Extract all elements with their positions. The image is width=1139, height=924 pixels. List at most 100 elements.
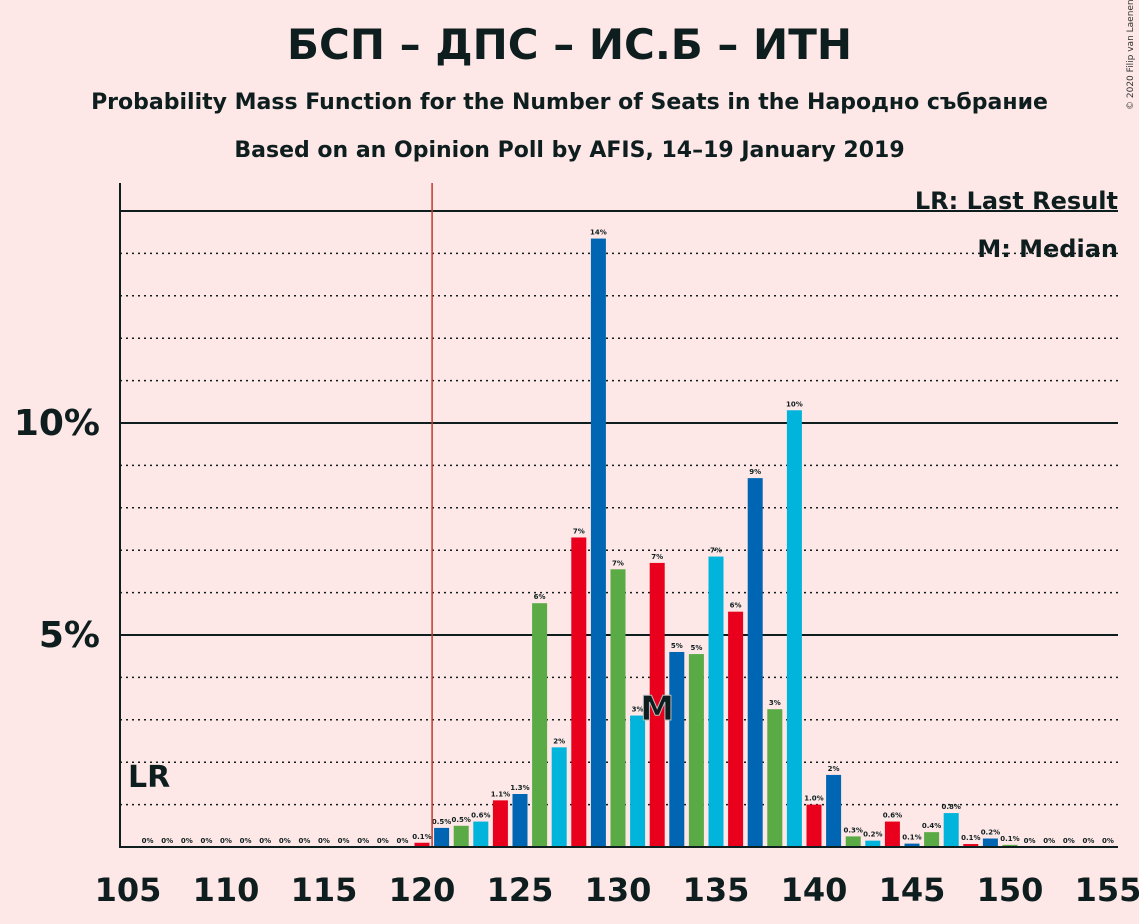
bar-seat-127 — [551, 747, 567, 847]
x-axis-ticks: 105 110 115 120 125 130 135 140 145 150 155 — [95, 871, 1139, 909]
bar-label-seat-142: 0.3% — [843, 826, 862, 834]
bar-seat-142 — [845, 836, 861, 847]
bar-seat-120 — [414, 842, 430, 847]
bar-label-seat-115: 0% — [318, 837, 330, 845]
chart-title: БСП – ДПС – ИС.Б – ИТН — [287, 20, 852, 69]
bar-label-seat-145: 0.1% — [902, 834, 921, 842]
bar-label-seat-114: 0% — [298, 837, 310, 845]
bar-seat-140 — [806, 804, 822, 847]
bar-seat-133 — [669, 651, 685, 847]
bar-seat-128 — [571, 537, 587, 847]
bar-seat-130 — [610, 569, 626, 847]
bar-seat-126 — [532, 603, 548, 847]
bar-label-seat-137: 9% — [749, 468, 761, 476]
bar-label-seat-124: 1.1% — [491, 790, 510, 798]
bar-seat-122 — [453, 825, 469, 847]
chart-source-line: Based on an Opinion Poll by AFIS, 14–19 … — [234, 138, 905, 163]
bar-seat-132 — [649, 562, 665, 847]
bar-seat-137 — [747, 478, 763, 847]
bar-seat-141 — [826, 774, 842, 847]
bar-seat-121 — [434, 827, 450, 847]
bar-label-seat-127: 2% — [553, 737, 565, 745]
x-tick-label: 125 — [487, 871, 554, 909]
bar-label-seat-135: 7% — [710, 547, 722, 555]
bar-seat-143 — [865, 840, 881, 847]
bar-seat-146 — [924, 832, 940, 847]
x-tick-label: 130 — [585, 871, 652, 909]
bar-label-seat-130: 7% — [612, 559, 624, 567]
bar-label-seat-155: 0% — [1102, 837, 1114, 845]
bar-seat-134 — [688, 654, 704, 847]
bar-label-seat-131: 3% — [632, 706, 644, 714]
bar-label-seat-111: 0% — [240, 837, 252, 845]
bar-label-seat-154: 0% — [1082, 837, 1094, 845]
bar-seat-139 — [786, 410, 802, 847]
bar-label-seat-120: 0.1% — [412, 833, 431, 841]
bar-seat-138 — [767, 709, 783, 847]
bar-label-seat-129: 14% — [590, 229, 607, 237]
bar-label-seat-150: 0.1% — [1000, 835, 1019, 843]
bar-label-seat-151: 0% — [1024, 837, 1036, 845]
bar-seat-144 — [884, 821, 900, 847]
bar-label-seat-144: 0.6% — [883, 812, 902, 820]
bar-label-seat-141: 2% — [828, 765, 840, 773]
bar-label-seat-140: 1.0% — [804, 795, 823, 803]
x-tick-label: 110 — [193, 871, 260, 909]
bar-label-seat-148: 0.1% — [961, 834, 980, 842]
bar-label-seat-117: 0% — [357, 837, 369, 845]
bar-seat-135 — [708, 556, 724, 847]
bar-seat-125 — [512, 794, 528, 847]
bar-label-seat-106: 0% — [142, 837, 154, 845]
x-tick-label: 145 — [879, 871, 946, 909]
bar-seat-129 — [590, 238, 606, 847]
bar-series — [414, 238, 1018, 847]
median-marker: M — [640, 689, 674, 729]
bar-seat-148 — [963, 844, 979, 847]
bar-seat-131 — [630, 715, 646, 847]
bar-seat-123 — [473, 821, 489, 847]
bar-label-seat-113: 0% — [279, 837, 291, 845]
x-tick-label: 150 — [977, 871, 1044, 909]
x-tick-label: 140 — [781, 871, 848, 909]
bar-label-seat-152: 0% — [1043, 837, 1055, 845]
last-result-marker: LR — [128, 760, 170, 795]
bar-label-seat-134: 5% — [690, 644, 702, 652]
x-tick-label: 120 — [389, 871, 456, 909]
x-tick-label: 105 — [95, 871, 162, 909]
bar-label-seat-116: 0% — [338, 837, 350, 845]
bar-seat-145 — [904, 843, 920, 847]
bar-label-seat-132: 7% — [651, 553, 663, 561]
bar-label-seat-143: 0.2% — [863, 831, 882, 839]
bar-label-seat-139: 10% — [786, 400, 803, 408]
bar-seat-136 — [728, 611, 744, 847]
bar-label-seat-128: 7% — [573, 527, 585, 535]
bar-label-seat-146: 0.4% — [922, 822, 941, 830]
chart-subtitle: Probability Mass Function for the Number… — [91, 90, 1048, 115]
x-tick-label: 135 — [683, 871, 750, 909]
bar-seat-150 — [1002, 844, 1018, 847]
bar-label-seat-138: 3% — [769, 699, 781, 707]
bar-label-seat-121: 0.5% — [432, 818, 451, 826]
bar-label-seat-122: 0.5% — [451, 816, 470, 824]
bar-label-seat-118: 0% — [377, 837, 389, 845]
bar-label-seat-126: 6% — [534, 593, 546, 601]
bar-label-seat-107: 0% — [161, 837, 173, 845]
bar-label-seat-108: 0% — [181, 837, 193, 845]
bar-label-seat-123: 0.6% — [471, 812, 490, 820]
y-tick-label: 5% — [39, 615, 100, 656]
bar-label-seat-133: 5% — [671, 642, 683, 650]
bar-label-seat-147: 0.8% — [941, 803, 960, 811]
bar-label-seat-110: 0% — [220, 837, 232, 845]
axes — [119, 183, 1118, 848]
x-tick-label: 115 — [291, 871, 358, 909]
legend-last-result: LR: Last Result — [915, 187, 1118, 215]
x-tick-label: 155 — [1075, 871, 1139, 909]
bar-label-seat-153: 0% — [1063, 837, 1075, 845]
y-axis-ticks: 5% 10% — [14, 403, 100, 656]
bar-label-seat-119: 0% — [396, 837, 408, 845]
bar-seat-149 — [982, 838, 998, 847]
bar-label-seat-112: 0% — [259, 837, 271, 845]
legend-median: M: Median — [977, 235, 1118, 263]
bar-label-seat-136: 6% — [730, 602, 742, 610]
